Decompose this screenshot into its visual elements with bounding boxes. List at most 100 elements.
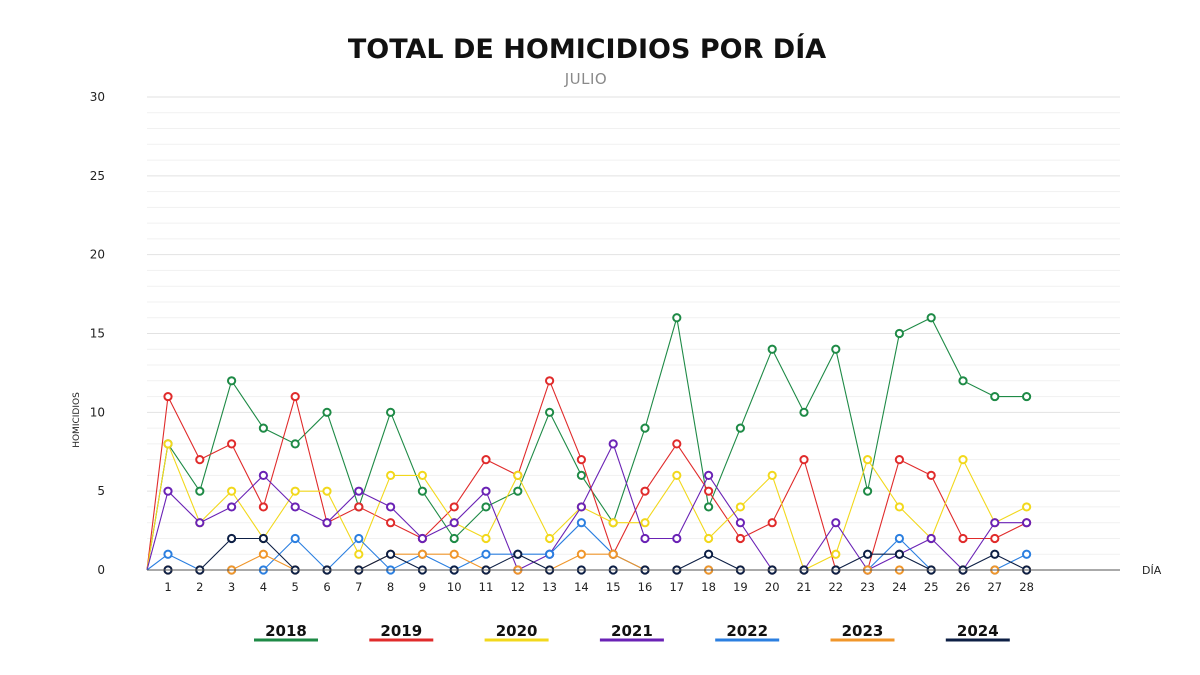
y-tick-label: 20	[90, 248, 105, 262]
x-tick-label: 15	[606, 580, 621, 594]
x-tick-label: 13	[542, 580, 557, 594]
data-point	[417, 470, 427, 480]
data-point	[163, 486, 173, 496]
data-point	[704, 502, 714, 512]
data-point	[990, 518, 1000, 528]
data-point	[258, 549, 268, 559]
data-point	[608, 518, 618, 528]
y-tick-label: 5	[97, 484, 105, 498]
x-tick-label: 25	[924, 580, 939, 594]
data-point	[417, 486, 427, 496]
legend-label: 2022	[726, 622, 768, 640]
legend-item: 2021	[599, 622, 664, 642]
x-tick-label: 28	[1019, 580, 1034, 594]
series-line	[146, 522, 1027, 571]
data-point	[195, 486, 205, 496]
data-point	[386, 549, 396, 559]
data-point	[227, 439, 237, 449]
x-tick-label: 6	[323, 580, 330, 594]
data-point	[227, 533, 237, 544]
data-point	[926, 470, 936, 480]
data-point	[704, 470, 714, 480]
data-point	[481, 486, 491, 496]
x-axis-label: DÍA	[1142, 564, 1162, 577]
data-point	[863, 455, 873, 465]
data-point	[290, 486, 300, 496]
x-tick-label: 27	[987, 580, 1002, 594]
data-point	[449, 533, 459, 544]
y-tick-label: 25	[90, 169, 105, 183]
data-point	[576, 470, 587, 480]
data-point	[863, 549, 873, 559]
x-tick-label: 26	[956, 580, 971, 594]
data-point	[1022, 391, 1032, 402]
x-tick-label: 9	[419, 580, 426, 594]
data-point	[195, 518, 205, 528]
x-tick-label: 4	[260, 580, 267, 594]
x-tick-label: 11	[479, 580, 494, 594]
data-point	[704, 533, 714, 544]
data-point	[767, 344, 777, 354]
data-point	[1022, 518, 1032, 528]
data-point	[735, 518, 746, 528]
data-point	[545, 533, 555, 544]
data-point	[227, 502, 237, 512]
data-point	[672, 533, 682, 544]
data-point	[545, 549, 555, 559]
data-point	[322, 486, 332, 496]
data-point	[1022, 502, 1032, 512]
data-point	[386, 518, 396, 528]
data-point	[799, 455, 809, 465]
x-tick-label: 5	[292, 580, 299, 594]
data-point	[258, 533, 268, 544]
legend-item: 2023	[830, 622, 895, 642]
data-point	[735, 533, 746, 544]
data-point	[831, 518, 841, 528]
x-tick-label: 10	[447, 580, 462, 594]
x-tick-label: 14	[574, 580, 589, 594]
legend-label: 2019	[380, 622, 422, 640]
data-point	[481, 502, 491, 512]
data-point	[735, 502, 746, 512]
data-point	[990, 533, 1000, 544]
data-point	[704, 549, 714, 559]
legend-item: 2019	[369, 622, 434, 642]
data-point	[513, 470, 523, 480]
x-tick-label: 8	[387, 580, 394, 594]
x-tick-label: 12	[510, 580, 525, 594]
data-point	[735, 423, 746, 433]
data-point	[290, 533, 300, 544]
data-point	[290, 502, 300, 512]
data-point	[894, 502, 905, 512]
chart-title: TOTAL DE HOMICIDIOS POR DÍA	[348, 33, 826, 65]
data-point	[640, 518, 650, 528]
y-tick-label: 0	[97, 563, 105, 577]
data-point	[354, 533, 364, 544]
data-point	[163, 391, 173, 402]
x-tick-label: 24	[892, 580, 907, 594]
data-point	[481, 533, 491, 544]
x-tick-label: 22	[828, 580, 843, 594]
data-point	[386, 407, 396, 417]
data-point	[449, 502, 459, 512]
data-point	[1022, 549, 1032, 559]
x-tick-label: 20	[765, 580, 780, 594]
data-point	[672, 439, 682, 449]
y-tick-label: 15	[90, 327, 105, 341]
data-point	[863, 486, 873, 496]
legend-item: 2020	[484, 622, 549, 642]
data-point	[386, 502, 396, 512]
data-point	[640, 486, 650, 496]
data-point	[608, 549, 618, 559]
data-point	[576, 518, 587, 528]
data-point	[990, 391, 1000, 402]
data-point	[576, 455, 587, 465]
x-tick-label: 7	[355, 580, 362, 594]
data-point	[354, 502, 364, 512]
data-point	[354, 486, 364, 496]
data-point	[513, 486, 523, 496]
legend-item: 2018	[254, 622, 318, 642]
data-point	[894, 455, 905, 465]
series-2022	[146, 518, 1032, 575]
